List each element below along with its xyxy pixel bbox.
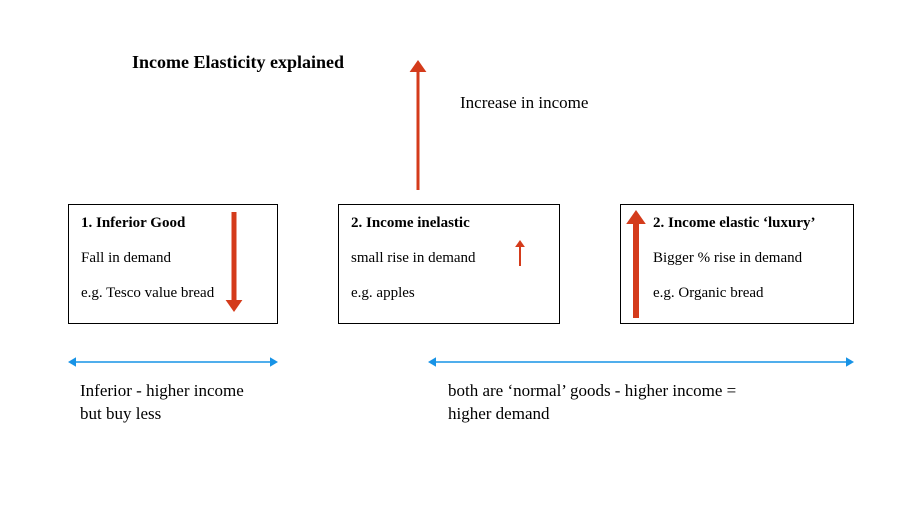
box-inelastic-title: 2. Income inelastic [351,215,547,232]
box-elastic-line1: Bigger % rise in demand [633,250,841,267]
diagram-title: Income Elasticity explained [132,52,344,73]
normal-span-arrow [420,354,862,370]
elastic-demand-arrow [616,196,656,332]
inferior-demand-arrow [217,200,251,324]
box-inelastic-line2: e.g. apples [351,285,547,302]
normal-goods-caption: both are ‘normal’ goods - higher income … [448,380,736,426]
box-elastic-line2: e.g. Organic bread [633,285,841,302]
income-increase-label: Increase in income [460,92,588,115]
box-elastic-title: 2. Income elastic ‘luxury’ [633,215,841,232]
inferior-span-arrow [60,354,286,370]
income-increase-arrow [403,48,433,202]
inferior-caption: Inferior - higher income but buy less [80,380,244,426]
inelastic-demand-arrow [511,233,529,273]
